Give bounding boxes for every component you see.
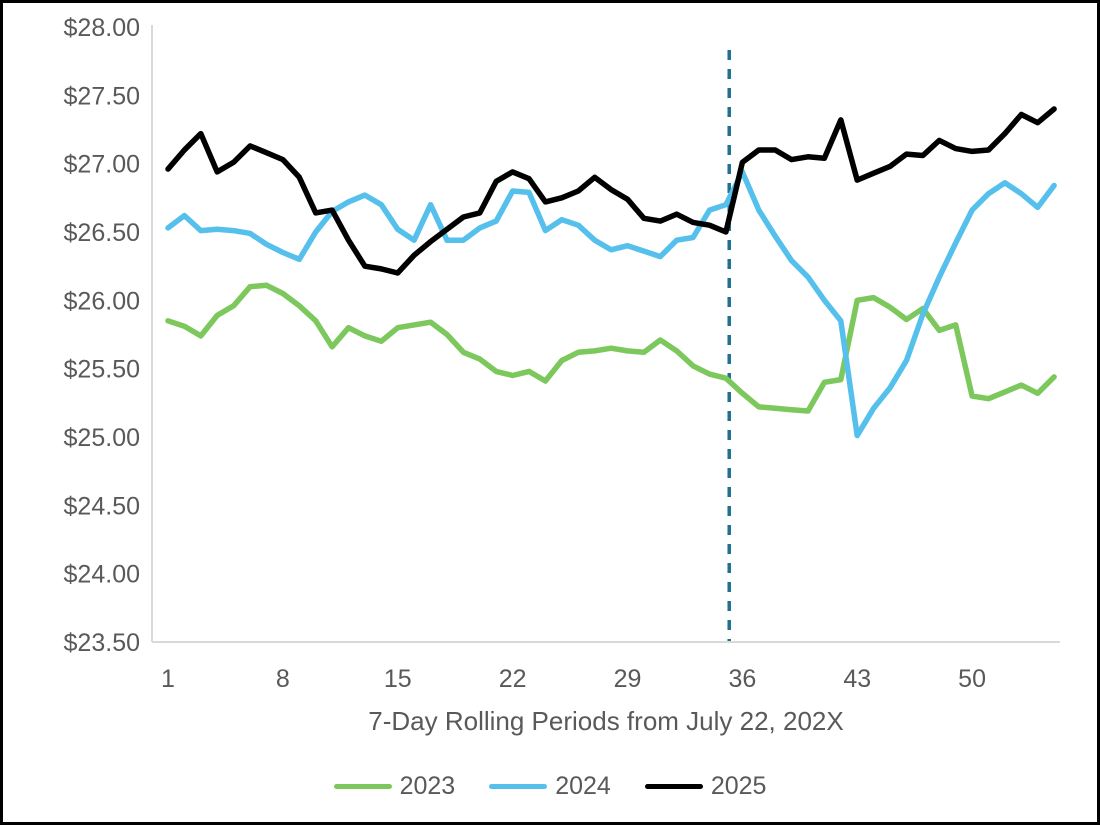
- y-tick-label: $28.00: [64, 14, 140, 42]
- y-tick-label: $27.00: [64, 151, 140, 179]
- legend-item-2023: 2023: [333, 772, 456, 801]
- legend-swatch-2025: [644, 784, 703, 789]
- y-tick-label: $24.50: [64, 492, 140, 520]
- y-tick-label: $26.50: [64, 219, 140, 247]
- legend-item-2024: 2024: [489, 772, 611, 801]
- legend-swatch-2023: [333, 784, 392, 789]
- series-line-2023: [165, 282, 1057, 414]
- x-tick-label: 50: [958, 665, 986, 693]
- legend-swatch-2024: [489, 784, 548, 789]
- x-tick-label: 22: [499, 665, 527, 693]
- x-tick-label: 8: [276, 665, 290, 693]
- series-line-2025: [165, 106, 1057, 276]
- series-line-2024: [165, 169, 1057, 439]
- x-axis-title: 7-Day Rolling Periods from July 22, 202X: [368, 706, 844, 736]
- x-tick-label: 1: [161, 665, 175, 693]
- legend: 2023 2024 2025: [0, 772, 1100, 801]
- x-tick-label: 43: [843, 665, 871, 693]
- y-tick-label: $27.50: [64, 82, 140, 110]
- legend-item-2025: 2025: [644, 772, 767, 801]
- y-tick-label: $23.50: [64, 629, 140, 657]
- x-tick-label: 29: [614, 665, 642, 693]
- y-tick-label: $26.00: [64, 287, 140, 315]
- legend-label-2023: 2023: [399, 772, 456, 800]
- x-tick-label: 15: [384, 665, 412, 693]
- y-tick-label: $25.00: [64, 424, 140, 452]
- y-tick-label: $25.50: [64, 356, 140, 384]
- y-tick-label: $24.00: [64, 561, 140, 589]
- legend-label-2025: 2025: [710, 772, 767, 800]
- x-tick-label: 36: [728, 665, 756, 693]
- legend-label-2024: 2024: [555, 772, 611, 800]
